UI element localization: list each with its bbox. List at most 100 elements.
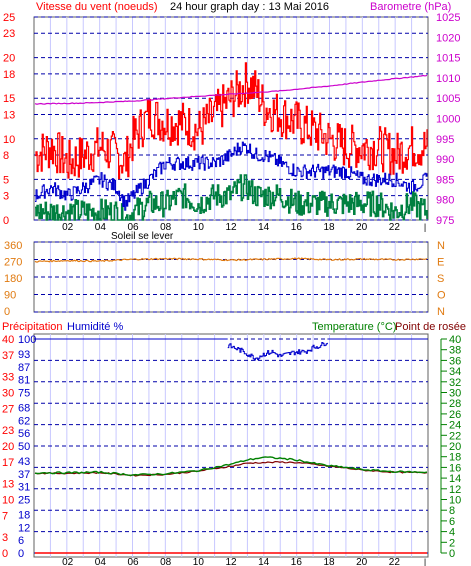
y-tick-label-temperature: 26 [449,409,461,421]
precipitation-label: Précipitation [2,321,63,333]
x-tick-label: 06 [127,222,139,233]
y-tick-label-humidity: 68 [18,402,30,414]
y-tick-label-precipitation: 23 [2,425,14,437]
x-tick-label: 06 [127,557,139,566]
y-tick-label-direction: 180 [4,273,22,285]
y-tick-label-precipitation: 7 [2,511,8,523]
y-tick-label-wind: 3 [3,191,9,203]
y-tick-label-wind: 18 [3,69,15,81]
x-tick-label: 14 [258,222,270,233]
y-tick-label-humidity: 25 [18,495,30,507]
sunrise-label-top: Soleil se lever [111,231,174,242]
wind-speed-label: Vitesse du vent (noeuds) [36,1,157,13]
x-tick-label: 04 [95,557,107,566]
y-tick-label-baro: 1005 [436,93,460,105]
y-tick-label-wind: 8 [3,150,9,162]
y-tick-label-humidity: 87 [18,362,30,374]
y-tick-label-wind: 25 [3,12,15,24]
x-tick-end: | [424,557,426,566]
x-tick-label: 16 [291,222,303,233]
y-tick-label-temperature: 10 [449,495,461,507]
y-tick-label-baro: 990 [436,154,454,166]
y-tick-label-temperature: 40 [449,334,461,346]
y-tick-label-precipitation: 10 [2,495,14,507]
y-tick-label-humidity: 56 [18,428,30,440]
y-tick-label-temperature: 22 [449,430,461,442]
x-tick-label: 08 [160,557,172,566]
y-tick-label-wind: 0 [3,215,9,227]
y-tick-label-humidity: 31 [18,482,30,494]
y-tick-label-wind: 10 [3,134,15,146]
x-tick-label: 22 [389,557,401,566]
y-tick-label-precipitation: 33 [2,371,14,383]
series-temperature-line [34,456,428,477]
series-low-wind-line [35,174,428,221]
y-tick-label-precipitation: 37 [2,350,14,362]
y-tick-label-temperature: 12 [449,484,461,496]
x-tick-label: 18 [323,557,335,566]
y-tick-label-cardinal: S [437,273,444,285]
y-tick-label-cardinal: O [437,290,446,302]
x-tick-label: 18 [323,222,335,233]
series-gust-line [35,62,428,180]
y-tick-label-baro: 980 [436,195,454,207]
y-tick-label-direction: 360 [4,240,22,252]
y-tick-label-temperature: 2 [449,537,455,549]
series-average-wind-line [35,141,428,211]
y-tick-label-baro: 1015 [436,53,460,65]
y-tick-label-humidity: 43 [18,456,30,468]
x-tick-label: 08 [160,222,172,233]
dewpoint-label: Point de rosée [395,321,466,333]
y-tick-label-humidity: 50 [18,441,30,453]
y-tick-label-wind: 20 [3,53,15,65]
y-tick-label-precipitation: 13 [2,478,14,490]
y-tick-label-wind: 13 [3,109,15,121]
y-tick-label-precipitation: 0 [2,548,8,560]
y-tick-label-temperature: 32 [449,377,461,389]
x-tick-label: 22 [389,222,401,233]
x-tick-label: 02 [62,557,74,566]
y-tick-label-precipitation: 20 [2,441,14,453]
x-tick-label: 14 [258,557,270,566]
y-tick-label-baro: 995 [436,134,454,146]
y-tick-label-precipitation: 27 [2,404,14,416]
y-tick-label-humidity: 0 [18,548,24,560]
y-tick-label-temperature: 34 [449,366,461,378]
y-tick-label-temperature: 6 [449,516,455,528]
y-tick-label-temperature: 8 [449,505,455,517]
y-tick-label-humidity: 18 [18,509,30,521]
x-tick-label: 02 [62,222,74,233]
chart-title: 24 hour graph day : 13 Mai 2016 [170,1,329,13]
y-tick-label-temperature: 24 [449,420,461,432]
y-tick-label-humidity: 81 [18,375,30,387]
y-tick-label-baro: 975 [436,215,454,227]
y-tick-label-temperature: 38 [449,345,461,357]
y-tick-label-temperature: 18 [449,452,461,464]
humidity-temperature-panel: 0371013172023273033374006121825313743505… [2,333,461,566]
y-tick-label-humidity: 93 [18,349,30,361]
y-tick-label-baro: 1000 [436,114,460,126]
y-tick-label-temperature: 14 [449,473,461,485]
x-tick-label: 20 [356,557,368,566]
y-tick-label-cardinal: N [437,306,445,318]
series-humidity-line [227,342,328,361]
y-tick-label-cardinal: N [437,240,445,252]
x-tick-label: 12 [225,222,237,233]
x-tick-end: | [424,222,426,232]
x-tick-label: 12 [225,557,237,566]
y-tick-label-baro: 1020 [436,32,460,44]
y-tick-label-direction: 270 [4,257,22,269]
x-tick-label: 16 [291,557,303,566]
y-tick-label-precipitation: 17 [2,457,14,469]
y-tick-label-baro: 1010 [436,73,460,85]
y-tick-label-direction: 90 [4,290,16,302]
series-barometer-line [34,74,428,105]
y-tick-label-temperature: 0 [449,548,455,560]
y-tick-label-humidity: 37 [18,469,30,481]
x-tick-label: 10 [193,557,205,566]
x-tick-label: 10 [193,222,205,233]
y-tick-label-direction: 0 [4,306,10,318]
y-tick-label-temperature: 28 [449,398,461,410]
x-tick-label: 20 [356,222,368,233]
